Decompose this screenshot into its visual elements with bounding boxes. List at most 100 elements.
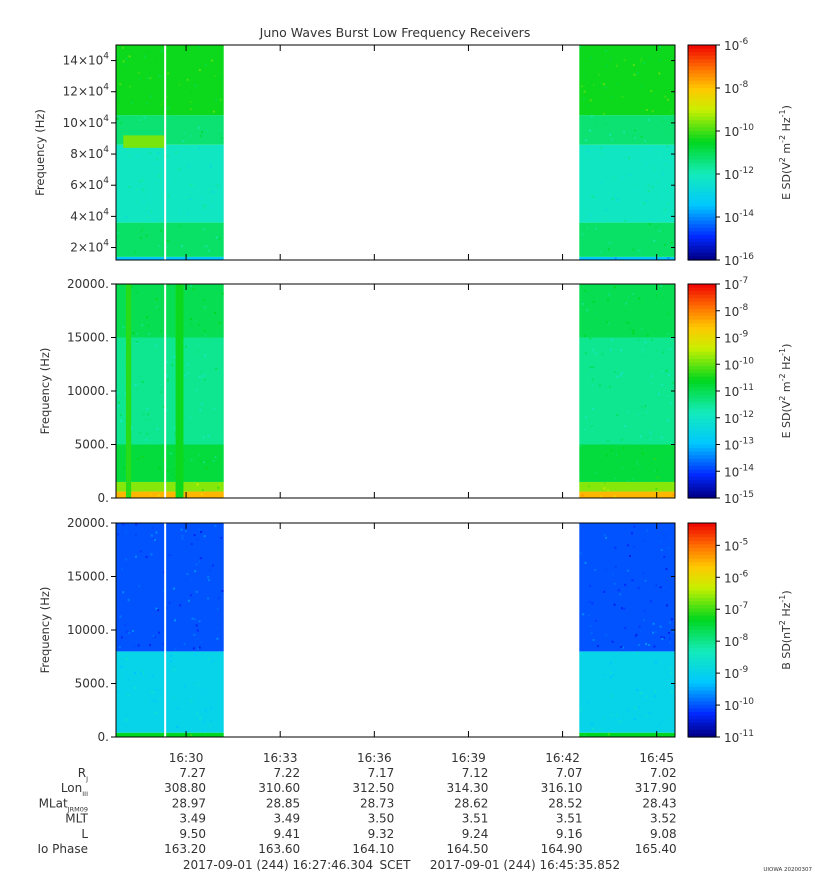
colorbar-segment xyxy=(688,319,716,324)
noise-speck xyxy=(198,453,201,456)
noise-speck xyxy=(192,288,195,291)
noise-speck xyxy=(203,306,206,309)
noise-speck xyxy=(615,699,618,702)
colorbar-segment xyxy=(688,654,716,660)
noise-speck xyxy=(658,152,661,155)
noise-speck xyxy=(595,619,597,622)
noise-speck xyxy=(214,456,217,459)
noise-speck xyxy=(667,313,670,315)
noise-speck xyxy=(583,734,586,737)
noise-speck xyxy=(142,413,145,416)
noise-speck xyxy=(614,237,616,240)
colorbar-segment xyxy=(688,615,716,620)
colorbar-segment xyxy=(688,148,716,154)
noise-speck xyxy=(670,671,673,674)
noise-speck xyxy=(217,486,220,489)
noise-speck xyxy=(615,453,618,456)
noise-speck xyxy=(590,424,593,427)
y-tick-label: 10×104 xyxy=(63,114,110,130)
noise-speck xyxy=(201,131,203,134)
ephemeris-value: 9.32 xyxy=(368,827,395,841)
emission-feature xyxy=(175,284,184,498)
noise-speck xyxy=(150,342,153,345)
noise-speck xyxy=(592,639,595,641)
noise-speck xyxy=(652,631,654,634)
noise-speck xyxy=(153,538,156,541)
colorbar-segment xyxy=(688,658,716,663)
colorbar-segment xyxy=(688,715,716,720)
noise-speck xyxy=(634,136,636,139)
noise-speck xyxy=(146,433,149,435)
noise-speck xyxy=(147,217,150,220)
colorbar-segment xyxy=(688,70,716,75)
noise-speck xyxy=(592,300,595,303)
colorbar-segment xyxy=(688,227,716,232)
noise-speck xyxy=(116,533,119,536)
colorbar-segment xyxy=(688,109,716,114)
colorbar-segment xyxy=(688,391,716,396)
noise-speck xyxy=(189,416,192,419)
noise-speck xyxy=(648,223,651,226)
noise-speck xyxy=(116,661,119,664)
noise-speck xyxy=(125,718,127,721)
noise-speck xyxy=(201,196,204,199)
colorbar-segment xyxy=(688,719,716,724)
noise-speck xyxy=(604,123,607,126)
ephemeris-value: 7.22 xyxy=(273,766,300,780)
y-tick-label: 10000. xyxy=(67,623,109,637)
colorbar-segment xyxy=(688,305,716,310)
noise-speck xyxy=(611,573,614,576)
noise-speck xyxy=(193,689,196,692)
noise-speck xyxy=(644,341,647,344)
noise-speck xyxy=(648,711,651,714)
noise-speck xyxy=(592,195,595,198)
y-tick-label: 0. xyxy=(98,730,109,744)
noise-speck xyxy=(146,76,149,79)
noise-speck xyxy=(662,172,665,175)
colorbar-segment xyxy=(688,726,716,731)
noise-speck xyxy=(133,645,135,648)
noise-speck xyxy=(136,187,139,190)
noise-speck xyxy=(592,728,594,731)
noise-speck xyxy=(644,405,647,408)
noise-speck xyxy=(146,316,148,319)
colorbar-segment xyxy=(688,301,716,306)
noise-speck xyxy=(644,579,647,582)
noise-speck xyxy=(151,699,154,702)
noise-speck xyxy=(638,297,641,300)
noise-speck xyxy=(663,636,665,639)
ephemeris-value: 3.50 xyxy=(368,812,395,826)
colorbar-segment xyxy=(688,580,716,585)
colorbar-segment xyxy=(688,59,716,64)
noise-speck xyxy=(603,215,606,218)
noise-speck xyxy=(623,607,626,610)
noise-speck xyxy=(204,733,207,736)
noise-speck xyxy=(139,119,142,122)
noise-speck xyxy=(214,191,217,194)
ephemeris-value: 163.60 xyxy=(258,842,300,856)
noise-speck xyxy=(199,380,202,383)
noise-speck xyxy=(199,717,202,720)
noise-speck xyxy=(116,169,119,172)
noise-speck xyxy=(137,154,140,157)
colorbar-tick-label: 10-8 xyxy=(724,303,749,319)
colorbar-segment xyxy=(688,572,716,578)
noise-speck xyxy=(194,654,197,657)
noise-speck xyxy=(118,646,121,649)
noise-speck xyxy=(631,579,634,582)
colorbar-segment xyxy=(688,252,716,258)
noise-speck xyxy=(637,463,640,466)
colorbar-segment xyxy=(688,612,716,617)
noise-speck xyxy=(136,388,139,391)
colorbar-segment xyxy=(688,308,716,314)
y-tick-label: 10000. xyxy=(67,384,109,398)
noise-speck xyxy=(161,101,164,103)
noise-speck xyxy=(124,380,127,383)
noise-speck xyxy=(117,404,120,407)
noise-speck xyxy=(189,323,192,326)
noise-speck xyxy=(212,205,215,208)
noise-speck xyxy=(220,536,223,539)
noise-speck xyxy=(125,713,128,716)
noise-speck xyxy=(654,661,657,664)
noise-speck xyxy=(589,625,592,628)
